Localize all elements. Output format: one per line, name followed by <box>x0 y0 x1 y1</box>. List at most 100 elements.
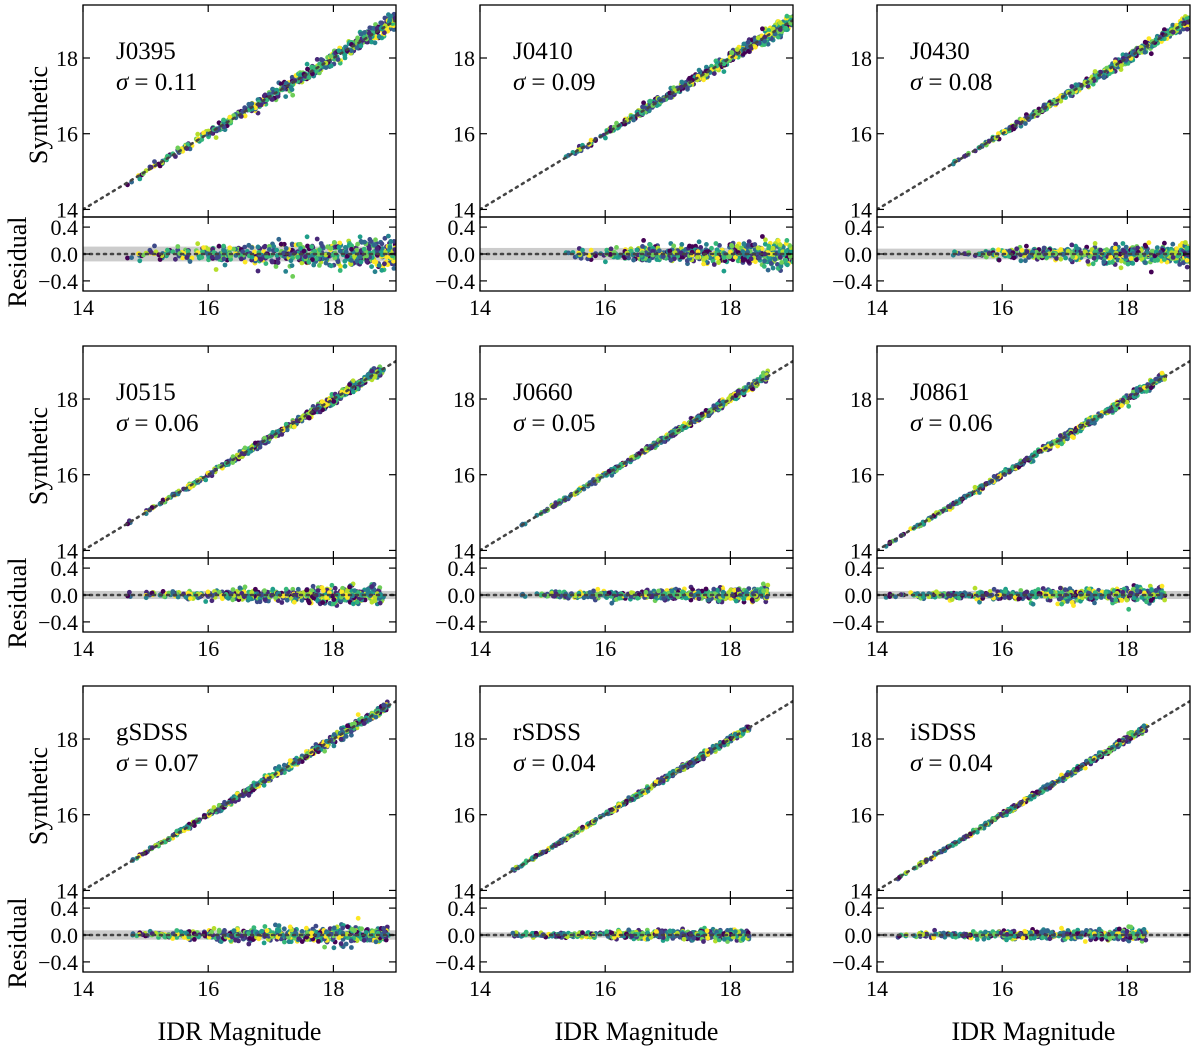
residual-point <box>307 260 312 265</box>
data-point <box>249 101 254 106</box>
sigma-symbol: σ <box>513 69 527 96</box>
sigma-label: σ= 0.08 <box>910 69 992 96</box>
residual-point <box>382 261 387 266</box>
residual-point <box>1126 262 1131 267</box>
residual-point <box>223 263 228 268</box>
residual-point <box>243 260 248 265</box>
x-tick-label: 16 <box>991 295 1013 320</box>
residual-point <box>314 256 319 261</box>
residual-point <box>670 589 675 594</box>
residual-point <box>309 244 314 249</box>
residual-point <box>369 264 374 269</box>
residual-point <box>338 268 343 273</box>
residual-point <box>1149 270 1154 275</box>
residual-point <box>741 597 746 602</box>
residual-point <box>785 238 790 243</box>
data-point <box>1075 83 1080 88</box>
data-point <box>712 71 717 76</box>
residual-point <box>667 249 672 254</box>
x-tick-label: 14 <box>866 295 888 320</box>
x-tick-label: 16 <box>594 295 616 320</box>
residual-point <box>1063 256 1068 261</box>
residual-point <box>320 244 325 249</box>
residual-point <box>385 255 390 260</box>
residual-point <box>1185 258 1190 263</box>
residual-point <box>221 244 226 249</box>
residual-point <box>722 255 727 260</box>
residual-point <box>595 587 600 592</box>
data-point <box>336 57 341 62</box>
residual-point <box>231 587 236 592</box>
residual-point <box>711 587 716 592</box>
data-point <box>756 35 761 40</box>
residual-point <box>284 246 289 251</box>
residual-point <box>762 259 767 264</box>
residual-point <box>250 255 255 260</box>
residual-plot <box>83 582 396 608</box>
data-point <box>343 56 348 61</box>
data-point <box>778 20 783 25</box>
residual-point <box>750 597 755 602</box>
residual-point <box>1177 262 1182 267</box>
residual-point <box>217 244 222 249</box>
residual-point <box>648 242 653 247</box>
residual-point <box>285 598 290 603</box>
residual-point <box>343 264 348 269</box>
data-point <box>730 50 735 55</box>
data-point <box>640 105 645 110</box>
residual-point <box>253 587 258 592</box>
residual-point <box>735 244 740 249</box>
data-point <box>221 118 226 123</box>
residual-point <box>1012 255 1017 260</box>
data-point <box>347 382 352 387</box>
data-point <box>1149 51 1154 56</box>
residual-tick-label: −0.4 <box>38 269 78 294</box>
residual-point <box>355 258 360 263</box>
residual-point <box>680 590 685 595</box>
data-point <box>783 26 788 31</box>
residual-point <box>778 242 783 247</box>
x-tick-label: 18 <box>719 295 741 320</box>
residual-point <box>1143 244 1148 249</box>
data-point <box>359 32 364 37</box>
residual-point <box>684 596 689 601</box>
residual-point <box>1162 241 1167 246</box>
residual-point <box>1042 246 1047 251</box>
residual-point <box>165 248 170 253</box>
residual-point <box>216 255 221 260</box>
residual-point <box>152 244 157 249</box>
x-tick-label: 16 <box>197 295 219 320</box>
residual-point <box>742 241 747 246</box>
residual-point <box>329 263 334 268</box>
residual-point <box>771 246 776 251</box>
residual-point <box>1020 248 1025 253</box>
residual-point <box>773 257 778 262</box>
residual-point <box>715 256 720 261</box>
residual-point <box>315 237 320 242</box>
residual-point <box>1110 260 1115 265</box>
residual-points <box>125 582 386 608</box>
data-point <box>369 369 374 374</box>
y-tick-label: 16 <box>56 463 78 488</box>
residual-point <box>377 263 382 268</box>
residual-plot <box>480 582 793 606</box>
residual-point <box>1129 256 1134 261</box>
residual-point <box>640 244 645 249</box>
y-tick-label: 16 <box>850 122 872 147</box>
residual-point <box>1113 246 1118 251</box>
residual-point <box>388 239 393 244</box>
filter-label: J0395 <box>116 38 176 65</box>
residual-point <box>749 256 754 261</box>
data-point <box>1093 69 1098 74</box>
residual-point <box>362 247 367 252</box>
residual-axis-label: Residual <box>3 217 32 308</box>
data-point <box>669 95 674 100</box>
y-tick-label: 18 <box>56 46 78 71</box>
residual-tick-label: 0.4 <box>51 556 79 581</box>
residual-point <box>296 587 301 592</box>
residual-point <box>262 597 267 602</box>
data-point <box>753 45 758 50</box>
residual-point <box>355 242 360 247</box>
residual-point <box>380 241 385 246</box>
residual-point <box>746 243 751 248</box>
